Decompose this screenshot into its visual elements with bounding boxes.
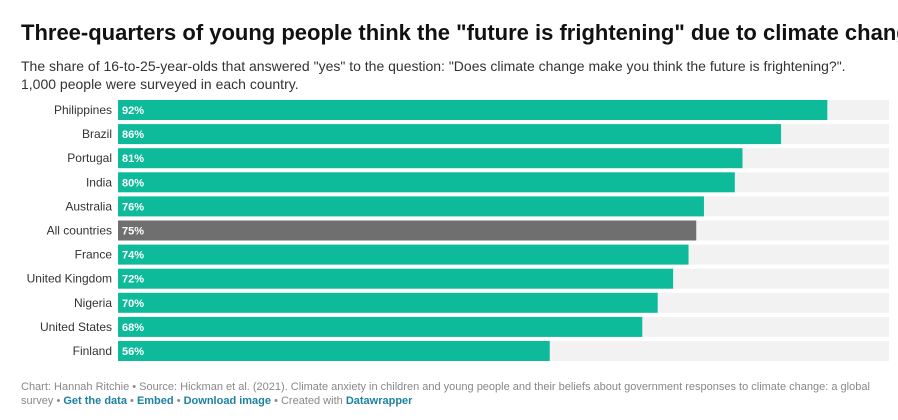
category-label: Finland — [73, 344, 112, 358]
footer-separator: • — [176, 395, 181, 407]
bar — [118, 196, 704, 217]
value-label: 86% — [122, 129, 144, 141]
category-label: France — [75, 248, 113, 262]
category-label: United Kingdom — [27, 272, 112, 286]
value-label: 92% — [122, 105, 144, 117]
source-credit: Chart: Hannah Ritchie • Source: Hickman … — [21, 381, 870, 407]
value-label: 74% — [122, 250, 144, 262]
category-label: Brazil — [82, 127, 112, 141]
get-data-link[interactable]: Get the data — [63, 395, 127, 407]
bar — [118, 268, 674, 289]
value-label: 68% — [122, 322, 144, 334]
bar — [118, 172, 735, 193]
value-label: 70% — [122, 298, 144, 310]
category-label: Philippines — [54, 103, 112, 117]
bar — [118, 220, 697, 241]
category-label: Australia — [65, 199, 112, 213]
value-label: 72% — [122, 274, 144, 286]
bar — [118, 148, 743, 169]
footer-separator: • — [130, 395, 134, 407]
bar — [118, 244, 689, 265]
bar-chart: Philippines 92% Brazil 86% Portugal 81% India 8… — [27, 100, 889, 361]
embed-link[interactable]: Embed — [136, 395, 174, 407]
bar — [118, 292, 658, 313]
datawrapper-link[interactable]: Datawrapper — [345, 395, 413, 407]
bar — [118, 100, 828, 120]
category-label: Portugal — [67, 151, 112, 165]
category-label: Nigeria — [74, 296, 112, 310]
chart-subtitle: The share of 16-to-25-year-olds that ans… — [21, 58, 846, 92]
value-label: 76% — [122, 201, 144, 213]
value-label: 75% — [122, 226, 144, 238]
bar — [118, 124, 782, 145]
chart-title: Three-quarters of young people think the… — [21, 20, 898, 45]
download-image-link[interactable]: Download image — [183, 395, 272, 407]
category-label: United States — [40, 320, 112, 334]
value-label: 81% — [122, 153, 144, 165]
created-with-text: • Created with — [274, 395, 343, 407]
category-label: All countries — [47, 224, 112, 238]
chart-footer: Chart: Hannah Ritchie • Source: Hickman … — [21, 380, 881, 408]
category-label: India — [86, 175, 112, 189]
bar — [118, 341, 550, 361]
bar — [118, 316, 643, 337]
value-label: 80% — [122, 177, 144, 189]
value-label: 56% — [122, 346, 144, 358]
